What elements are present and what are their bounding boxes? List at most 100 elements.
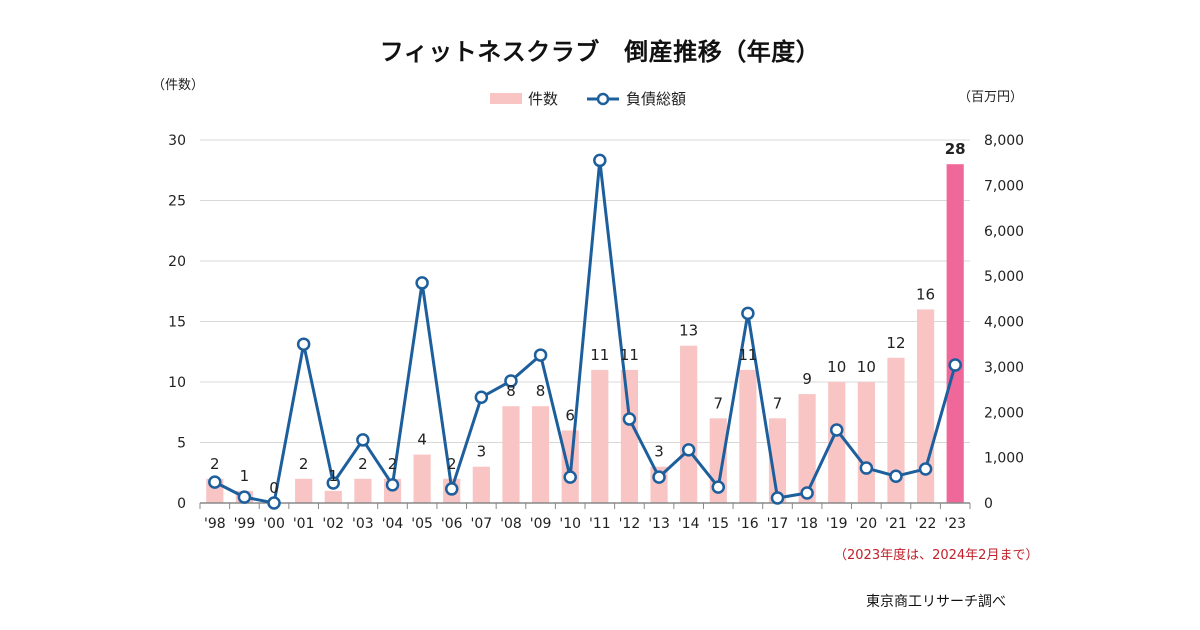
x-tick-label: '16 <box>737 516 759 532</box>
debt-point <box>415 276 429 290</box>
y-left-tick-label: 15 <box>168 315 186 331</box>
bar-data-label: 2 <box>358 455 368 473</box>
bar <box>295 478 313 503</box>
bar-data-label: 1 <box>328 467 338 485</box>
chart-title: フィットネスクラブ 倒産推移（年度） <box>379 38 821 66</box>
y-left-tick-label: 0 <box>177 496 186 512</box>
debt-point <box>385 478 400 492</box>
source-credit: 東京商工リサーチ調べ <box>866 594 1006 610</box>
x-tick-label: '06 <box>441 516 463 532</box>
x-tick-label: '14 <box>678 516 700 532</box>
bar-data-label: 11 <box>620 346 639 364</box>
debt-point <box>504 374 518 388</box>
bar-data-label: 12 <box>886 334 905 352</box>
bar <box>946 164 964 503</box>
x-tick-label: '03 <box>352 516 374 532</box>
bar-data-label: 10 <box>827 358 846 376</box>
debt-point <box>711 480 726 494</box>
debt-point <box>267 496 281 510</box>
bar <box>887 357 905 503</box>
bar-data-label: 2 <box>299 455 309 473</box>
x-tick-label: '04 <box>382 516 404 532</box>
debt-point <box>563 470 577 484</box>
bar <box>828 382 846 503</box>
bar-data-label: 1 <box>240 467 250 485</box>
bar <box>531 406 550 503</box>
bar-data-label: 13 <box>679 322 698 340</box>
y-left-tick-label: 30 <box>168 133 186 149</box>
x-tick-label: '11 <box>589 516 611 532</box>
x-tick-label: '13 <box>648 516 670 532</box>
legend-label-debt: 負債総額 <box>626 90 687 108</box>
bar-data-label: 8 <box>506 382 516 400</box>
bar-data-label: 4 <box>417 431 427 449</box>
bar-data-label: 10 <box>857 358 876 376</box>
y-right-tick-label: 8,000 <box>984 133 1024 149</box>
debt-point <box>296 337 311 351</box>
debt-point <box>593 153 607 168</box>
debt-point <box>889 469 903 483</box>
legend-item-debt: 負債総額 <box>586 88 686 109</box>
bar-data-label: 2 <box>388 455 398 473</box>
bar <box>798 394 816 503</box>
y-right-tick-label: 3,000 <box>984 360 1024 376</box>
debt-point <box>829 423 844 437</box>
debt-line <box>214 158 957 505</box>
bar <box>768 418 787 503</box>
x-tick-label: '20 <box>856 516 878 532</box>
bar-data-label: 11 <box>590 346 609 364</box>
y-left-tick-label: 20 <box>168 254 186 270</box>
x-tick-label: '07 <box>471 516 493 532</box>
debt-point <box>326 476 341 490</box>
bar <box>472 466 490 503</box>
highlight-data-label: 28 <box>945 140 966 158</box>
x-tick-label: '12 <box>619 516 641 532</box>
chart-legend: 件数 負債総額 <box>490 88 714 109</box>
x-tick-label: '98 <box>204 516 226 532</box>
bar <box>354 478 372 503</box>
debt-point <box>681 443 696 457</box>
debt-point <box>356 433 370 447</box>
x-tick-label: '19 <box>826 516 848 532</box>
x-tick-label: '21 <box>885 516 907 532</box>
debt-point <box>533 348 548 362</box>
bar-data-label: 16 <box>916 285 935 303</box>
debt-point <box>237 490 252 504</box>
bar <box>739 369 757 503</box>
bar-data-label: 7 <box>773 394 783 412</box>
debt-point <box>770 491 785 505</box>
x-tick-label: '08 <box>500 516 522 532</box>
x-tick-label: '22 <box>915 516 937 532</box>
bar <box>857 382 875 503</box>
bar-data-label: 9 <box>802 370 812 388</box>
x-tick-label: '18 <box>796 516 818 532</box>
y-left-tick-label: 25 <box>168 194 186 210</box>
debt-point <box>208 475 222 489</box>
y-left-tick-label: 5 <box>177 436 186 452</box>
x-tick-label: '15 <box>707 516 729 532</box>
legend-item-count: 件数 <box>490 88 558 109</box>
bar <box>591 369 609 503</box>
x-tick-label: '17 <box>767 516 789 532</box>
debt-point <box>918 462 933 476</box>
y-right-tick-label: 4,000 <box>984 315 1024 331</box>
x-tick-label: '99 <box>234 516 256 532</box>
y-left-tick-label: 10 <box>168 375 186 391</box>
x-tick-label: '10 <box>559 516 581 532</box>
y-right-tick-label: 2,000 <box>984 405 1024 421</box>
x-tick-label: '02 <box>322 516 344 532</box>
left-axis-unit: （件数） <box>152 78 205 93</box>
bar-data-label: 11 <box>738 346 757 364</box>
bar-data-label: 0 <box>269 479 279 497</box>
x-tick-label: '00 <box>263 516 285 532</box>
bar-data-label: 6 <box>565 406 575 424</box>
y-right-tick-label: 0 <box>984 496 993 512</box>
bar-data-label: 3 <box>477 443 487 461</box>
debt-point <box>800 486 814 500</box>
x-tick-label: '23 <box>944 516 966 532</box>
right-axis-unit: （百万円） <box>958 90 1024 105</box>
bar-data-label: 3 <box>654 443 664 461</box>
bar-data-label: 8 <box>536 382 546 400</box>
y-right-tick-label: 7,000 <box>984 178 1024 194</box>
x-tick-label: '09 <box>530 516 552 532</box>
